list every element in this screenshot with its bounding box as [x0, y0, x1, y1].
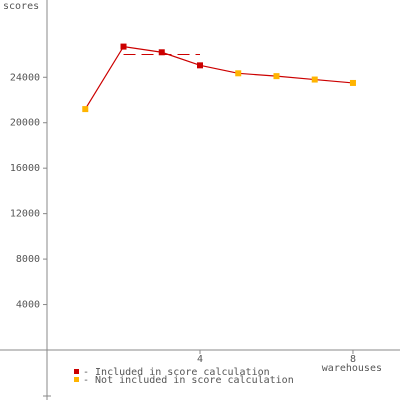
- x-tick-label: 4: [197, 354, 203, 365]
- line: [84, 45, 354, 110]
- point: [311, 76, 318, 83]
- point: [120, 43, 127, 50]
- point: [197, 62, 203, 69]
- legend-marker: [74, 377, 79, 382]
- point: [82, 106, 89, 113]
- y-tick-label: 4000: [16, 300, 40, 311]
- y-tick-label: 8000: [16, 254, 40, 265]
- y-tick-label: 16000: [10, 163, 40, 174]
- y-axis-label: scores: [3, 1, 39, 12]
- y-tick-label: 24000: [10, 72, 40, 83]
- y-tick-label: 12000: [10, 209, 40, 220]
- x-axis-label: warehouses: [322, 363, 382, 374]
- y-tick-label: 20000: [10, 118, 40, 129]
- legend-label: - Included in score calculation: [83, 367, 270, 378]
- point: [273, 73, 280, 80]
- point: [235, 70, 242, 77]
- legend-label: - Not included in score calculation: [83, 375, 294, 386]
- legend-marker: [74, 369, 79, 374]
- x-tick-label: 8: [350, 354, 356, 365]
- point: [349, 79, 356, 86]
- point: [158, 49, 165, 56]
